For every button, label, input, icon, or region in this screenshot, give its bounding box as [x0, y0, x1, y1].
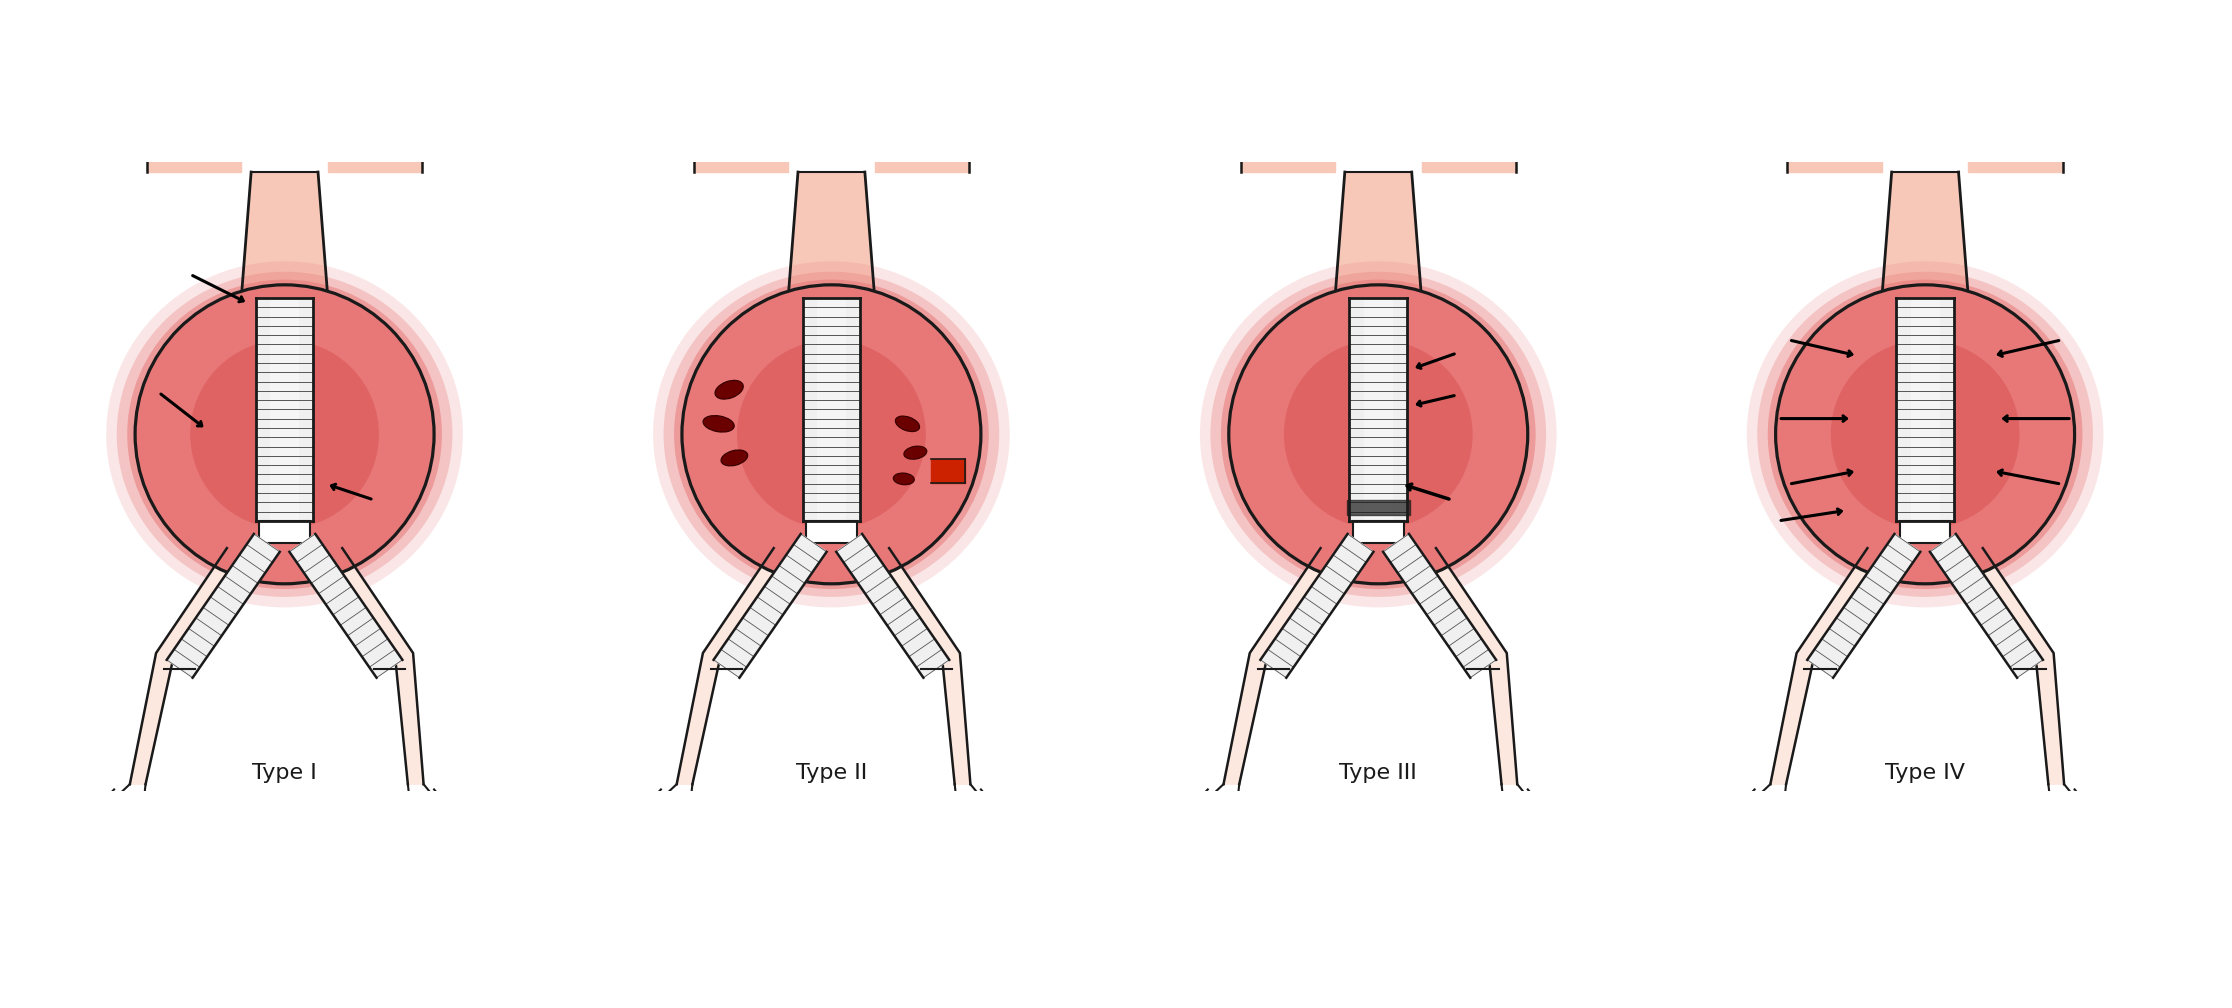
Text: Type IV: Type IV [1886, 763, 1964, 782]
Bar [270, 298, 299, 521]
Ellipse shape [663, 272, 1000, 597]
Ellipse shape [1830, 340, 2020, 529]
Ellipse shape [703, 415, 734, 432]
Polygon shape [328, 156, 422, 172]
Bar [1353, 521, 1404, 543]
Bar [1897, 298, 1953, 521]
Polygon shape [167, 534, 279, 677]
Text: Type II: Type II [797, 763, 866, 782]
Bar [1899, 521, 1951, 543]
Ellipse shape [674, 279, 989, 589]
Ellipse shape [654, 261, 1009, 608]
Polygon shape [855, 548, 971, 784]
Polygon shape [788, 172, 875, 298]
Ellipse shape [1210, 272, 1547, 597]
Ellipse shape [1768, 279, 2082, 589]
Ellipse shape [127, 279, 442, 589]
Bar [806, 521, 857, 543]
Bar [257, 298, 312, 521]
Polygon shape [1335, 172, 1422, 298]
Polygon shape [129, 548, 261, 784]
Polygon shape [1931, 534, 2042, 677]
Polygon shape [694, 156, 788, 172]
Ellipse shape [190, 340, 379, 529]
Ellipse shape [683, 285, 980, 584]
Ellipse shape [107, 261, 462, 608]
Bar [1911, 298, 1940, 521]
Text: Type III: Type III [1339, 763, 1417, 782]
Ellipse shape [1777, 285, 2074, 584]
Polygon shape [1384, 534, 1495, 677]
Bar [804, 298, 859, 521]
Polygon shape [875, 156, 969, 172]
Polygon shape [308, 548, 424, 784]
Polygon shape [1402, 548, 1518, 784]
Ellipse shape [1201, 261, 1556, 608]
Bar [1364, 298, 1393, 521]
Ellipse shape [737, 340, 926, 529]
Polygon shape [1882, 172, 1969, 298]
Polygon shape [1949, 548, 2065, 784]
Polygon shape [1223, 548, 1355, 784]
Ellipse shape [1221, 279, 1536, 589]
Ellipse shape [1283, 340, 1473, 529]
Polygon shape [931, 460, 964, 483]
Ellipse shape [721, 450, 748, 466]
Text: Type I: Type I [252, 763, 317, 782]
Ellipse shape [895, 416, 920, 431]
Bar [259, 521, 310, 543]
Ellipse shape [1757, 272, 2094, 597]
Ellipse shape [136, 285, 433, 584]
Polygon shape [147, 156, 241, 172]
Polygon shape [1788, 156, 1882, 172]
Polygon shape [1346, 500, 1411, 515]
Polygon shape [1808, 534, 1920, 677]
Ellipse shape [904, 447, 926, 460]
Ellipse shape [893, 473, 915, 485]
Polygon shape [837, 534, 949, 677]
Polygon shape [1422, 156, 1516, 172]
Ellipse shape [116, 272, 453, 597]
Bar [817, 298, 846, 521]
Bar [1350, 298, 1406, 521]
Polygon shape [714, 534, 826, 677]
Polygon shape [676, 548, 808, 784]
Ellipse shape [714, 380, 743, 399]
Ellipse shape [1748, 261, 2103, 608]
Polygon shape [241, 172, 328, 298]
Polygon shape [1770, 548, 1902, 784]
Ellipse shape [1230, 285, 1527, 584]
Polygon shape [290, 534, 402, 677]
Polygon shape [1241, 156, 1335, 172]
Polygon shape [1261, 534, 1373, 677]
Polygon shape [1969, 156, 2062, 172]
